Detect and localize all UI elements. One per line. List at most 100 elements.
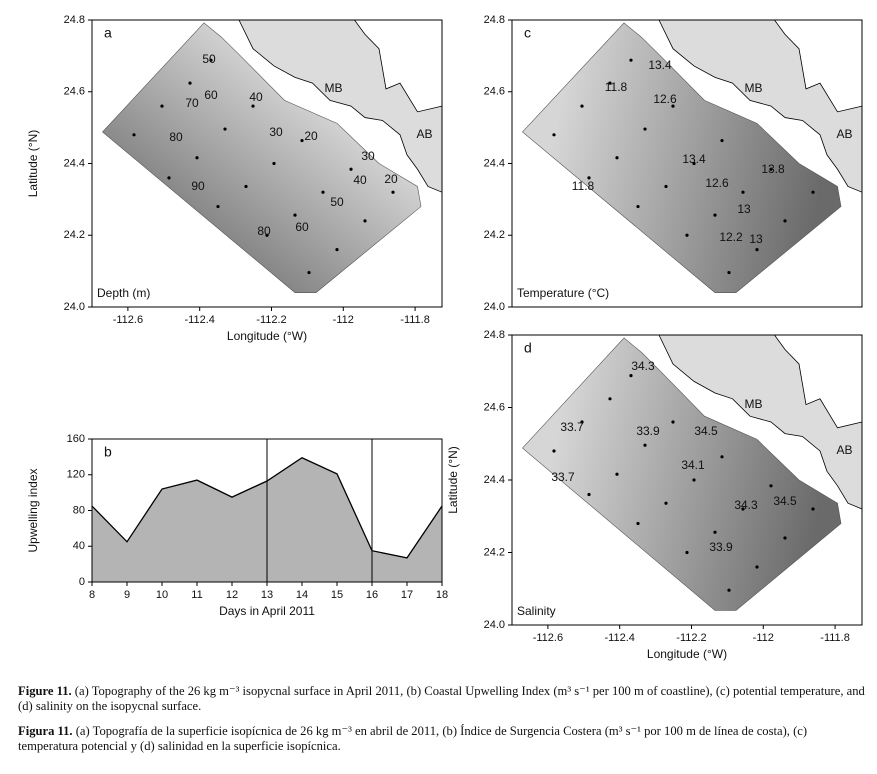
station	[664, 184, 668, 189]
station	[727, 588, 731, 592]
station	[608, 397, 612, 401]
contour-label: 33.9	[709, 540, 733, 554]
station	[321, 190, 325, 194]
station	[720, 138, 724, 143]
coastline	[238, 19, 443, 193]
x-tick-label: -112.4	[185, 314, 215, 326]
x-tick-label: -112.2	[256, 314, 286, 326]
place-label: AB	[416, 127, 432, 141]
station	[664, 501, 668, 505]
y-axis-label: Latitude (°N)	[446, 446, 460, 514]
y-tick-label: 40	[73, 540, 85, 552]
station	[741, 190, 745, 194]
contour-label: 11.8	[572, 179, 595, 193]
y-tick-label: 24.2	[64, 229, 85, 241]
survey-region	[522, 337, 842, 611]
y-tick-label: 120	[67, 469, 85, 481]
contour-label: 90	[191, 179, 205, 193]
y-tick-label: 24.4	[64, 157, 85, 169]
y-tick-label: 24.2	[484, 546, 505, 558]
station	[335, 248, 339, 252]
x-tick-label: -112.6	[533, 632, 563, 644]
station	[783, 536, 787, 540]
station	[223, 127, 227, 131]
contour-label: 11.8	[605, 80, 628, 94]
x-axis-label: Days in April 2011	[219, 604, 315, 618]
station	[769, 167, 773, 171]
contour-label: 34.3	[734, 498, 758, 512]
station	[608, 81, 612, 85]
x-axis-label: Longitude (°W)	[227, 329, 307, 343]
contour-label: 33.9	[636, 424, 660, 438]
survey-region	[102, 22, 422, 293]
station	[671, 104, 675, 108]
x-tick-label: -112	[753, 632, 774, 644]
y-tick-label: 160	[67, 433, 85, 445]
station	[755, 565, 759, 569]
caption-text: (a) Topografía de la superficie isopícni…	[18, 724, 808, 753]
station	[685, 550, 689, 555]
station	[692, 161, 696, 166]
plot-frame	[511, 19, 863, 308]
y-tick-label: 24.4	[484, 474, 505, 486]
contour-label: 12.6	[653, 92, 677, 106]
station	[167, 176, 171, 180]
contour-label: 30	[361, 149, 375, 163]
y-tick-label: 0	[79, 576, 85, 588]
plot-frame	[91, 438, 443, 583]
x-tick-label: 12	[226, 589, 238, 601]
station	[713, 530, 717, 534]
contour-label: 60	[204, 88, 218, 102]
place-label: AB	[836, 127, 852, 141]
contour-label: 40	[353, 173, 367, 187]
plot-frame	[511, 334, 863, 626]
station	[769, 484, 773, 488]
contour-label: 20	[304, 129, 318, 143]
x-tick-label: 9	[124, 589, 130, 601]
map-label: Salinity	[517, 604, 556, 618]
x-tick-label: 17	[401, 589, 413, 601]
station	[552, 449, 556, 453]
x-tick-label: -112.2	[676, 632, 706, 644]
contour-label: 33.7	[560, 420, 584, 434]
station	[741, 507, 745, 511]
station	[160, 104, 164, 108]
station	[643, 443, 647, 447]
y-tick-label: 24.6	[484, 401, 505, 413]
station	[195, 156, 199, 160]
station	[349, 167, 353, 171]
x-tick-label: 18	[436, 589, 448, 601]
station	[685, 233, 689, 237]
y-tick-label: 24.0	[484, 301, 505, 313]
x-tick-label: -111.8	[400, 314, 430, 326]
station	[391, 190, 395, 194]
y-tick-label: 24.6	[64, 86, 85, 98]
caption-label: Figura 11.	[18, 724, 73, 738]
station	[587, 176, 591, 180]
y-tick-label: 24.8	[484, 14, 505, 26]
station	[755, 248, 759, 252]
map-label: Temperature (°C)	[517, 286, 609, 300]
place-label: AB	[836, 443, 852, 457]
station	[209, 58, 213, 62]
survey-region	[522, 22, 842, 293]
y-tick-label: 24.8	[64, 14, 85, 26]
map-label: Depth (m)	[97, 286, 150, 300]
station	[580, 420, 584, 424]
station	[552, 133, 556, 137]
station	[251, 104, 255, 108]
station	[244, 184, 248, 189]
station	[720, 455, 724, 459]
contour-label: 12.2	[719, 230, 743, 244]
contour-label: 20	[384, 172, 398, 186]
panel-label: b	[104, 444, 112, 460]
y-tick-label: 24.0	[64, 301, 85, 313]
station	[363, 219, 367, 223]
station	[587, 492, 591, 497]
place-label: MB	[745, 81, 763, 95]
contour-label: 50	[330, 195, 344, 209]
contour-label: 80	[257, 224, 271, 238]
coastline	[658, 19, 863, 193]
contour-label: 13	[737, 202, 751, 216]
y-axis-label: Upwelling index	[26, 468, 40, 552]
